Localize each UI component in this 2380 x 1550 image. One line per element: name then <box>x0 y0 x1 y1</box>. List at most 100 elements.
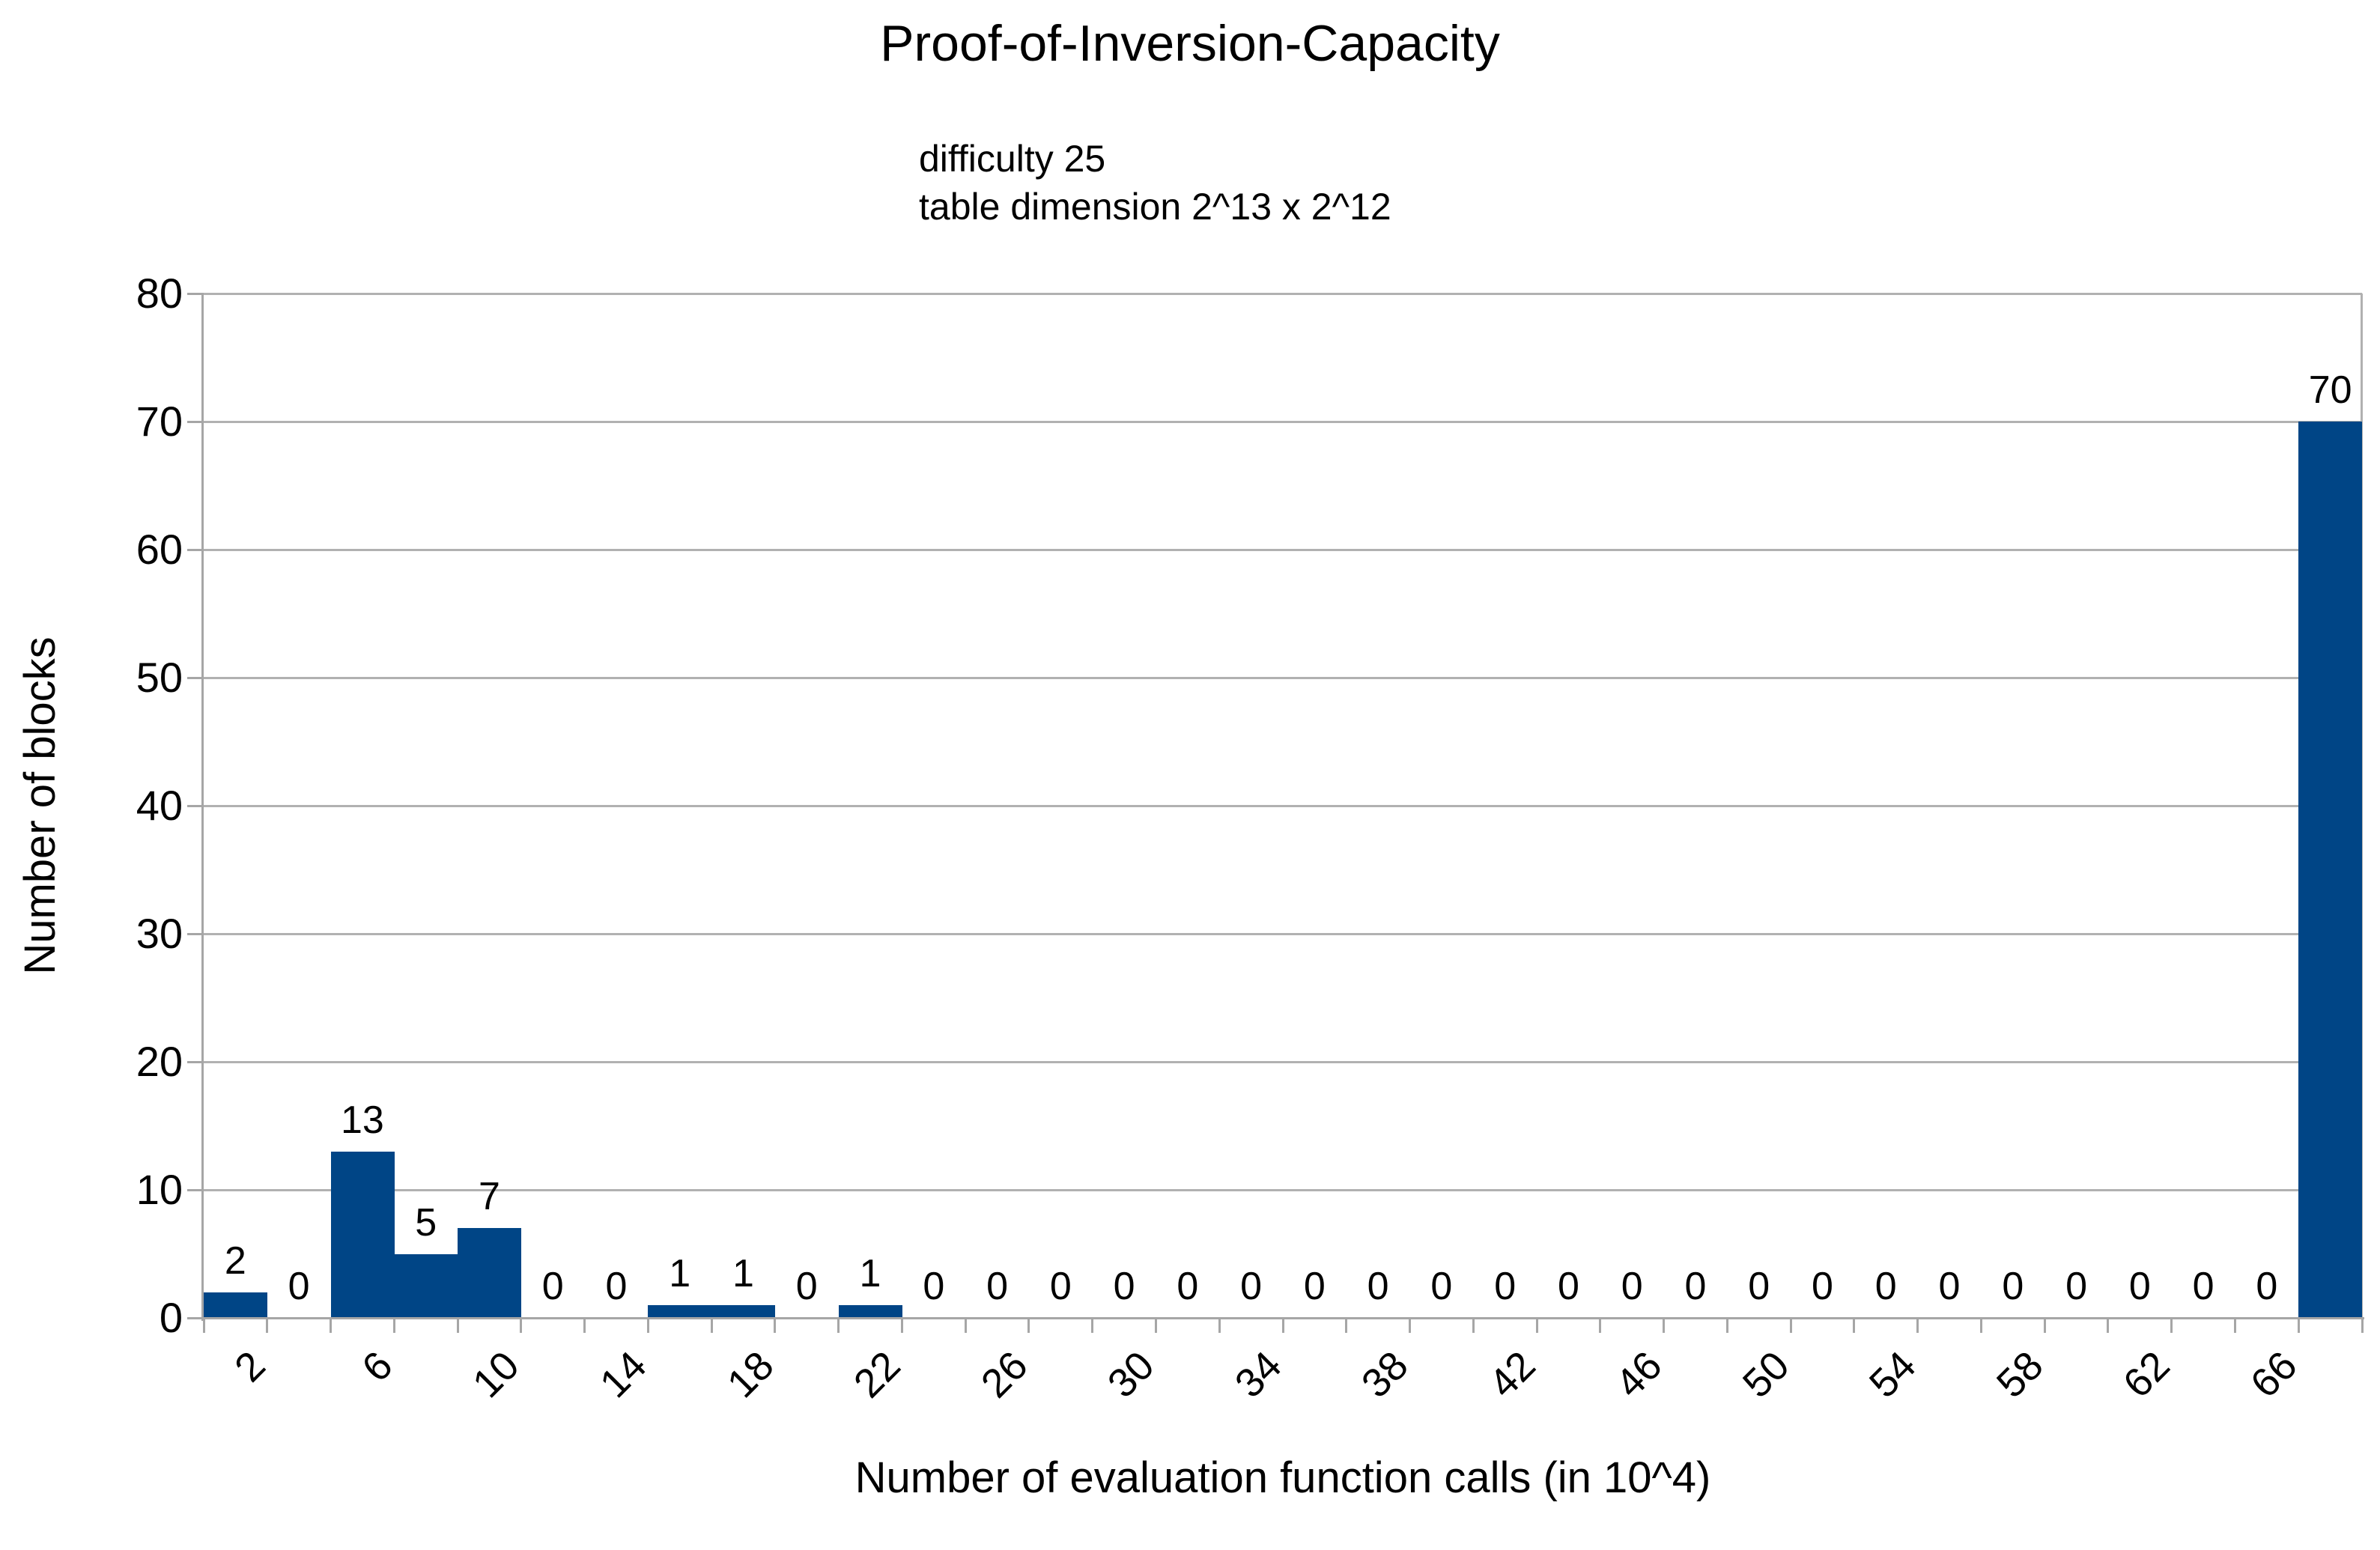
subtitle-line-1: difficulty 25 <box>919 138 1106 180</box>
x-tick-mark <box>837 1318 840 1333</box>
y-tick-label: 0 <box>159 1294 183 1341</box>
y-tick-label: 80 <box>136 270 183 317</box>
x-tick-mark <box>456 1318 459 1333</box>
x-tick-mark <box>1979 1318 1982 1333</box>
x-tick-mark <box>1725 1318 1728 1333</box>
bar-value-label: 0 <box>1113 1265 1135 1308</box>
y-tick-mark <box>187 548 204 551</box>
bar-value-label: 0 <box>2002 1265 2024 1308</box>
bar <box>2298 422 2363 1318</box>
x-tick-mark <box>1281 1318 1284 1333</box>
y-tick-mark <box>187 676 204 679</box>
bar <box>204 1292 268 1318</box>
x-tick-mark <box>964 1318 967 1333</box>
x-tick-mark <box>330 1318 333 1333</box>
y-gridline <box>204 932 2362 935</box>
bar-value-label: 0 <box>1748 1265 1770 1308</box>
chart-subtitle: difficulty 25 table dimension 2^13 x 2^1… <box>919 135 1391 231</box>
x-tick-mark <box>2107 1318 2110 1333</box>
bar-value-label: 0 <box>1684 1265 1707 1308</box>
x-tick-mark <box>520 1318 523 1333</box>
x-tick-mark <box>1789 1318 1792 1333</box>
bar-value-label: 0 <box>1367 1265 1389 1308</box>
bar-value-label: 0 <box>541 1265 564 1308</box>
x-tick-mark <box>1916 1318 1919 1333</box>
bar-value-label: 7 <box>478 1175 500 1219</box>
bar-value-label: 0 <box>605 1265 628 1308</box>
y-gridline <box>204 676 2362 679</box>
plot-area: 2 0 13 5 7 0 0 1 1 0 1 0 0 0 0 0 0 0 0 0 0 0 0 0 0 0 0 0 0 0 0 0 0 70 <box>204 292 2363 1318</box>
y-tick-mark <box>187 804 204 807</box>
y-gridline <box>204 1060 2362 1063</box>
bar-value-label: 0 <box>2065 1265 2087 1308</box>
bar-value-label: 0 <box>1303 1265 1326 1308</box>
bar-value-label: 1 <box>732 1251 754 1295</box>
y-tick-label: 30 <box>136 910 183 957</box>
y-tick-mark <box>187 1188 204 1191</box>
bar-value-label: 70 <box>2308 368 2352 412</box>
bar-value-label: 0 <box>1874 1265 1897 1308</box>
x-tick-mark <box>2043 1318 2046 1333</box>
x-tick-mark <box>1027 1318 1030 1333</box>
bar-value-label: 0 <box>1494 1265 1517 1308</box>
y-gridline <box>204 420 2362 423</box>
chart-title: Proof-of-Inversion-Capacity <box>880 15 1500 72</box>
bar <box>838 1304 902 1318</box>
bar-value-label: 1 <box>669 1251 691 1295</box>
bar-value-label: 13 <box>340 1098 384 1142</box>
bar-value-label: 0 <box>923 1265 945 1308</box>
y-gridline <box>204 804 2362 807</box>
bar-value-label: 0 <box>1812 1265 1833 1308</box>
y-tick-mark <box>187 1316 204 1319</box>
bar-value-label: 0 <box>1049 1265 1072 1308</box>
x-tick-mark <box>2297 1318 2300 1333</box>
x-tick-mark <box>2233 1318 2236 1333</box>
x-tick-mark <box>392 1318 395 1333</box>
bar-value-label: 2 <box>224 1239 246 1283</box>
bar-value-label: 0 <box>986 1265 1008 1308</box>
y-gridline <box>204 1188 2362 1191</box>
x-tick-mark <box>1218 1318 1221 1333</box>
x-tick-mark <box>774 1318 777 1333</box>
y-tick-mark <box>187 932 204 935</box>
x-tick-mark <box>1663 1318 1666 1333</box>
x-tick-mark <box>1345 1318 1348 1333</box>
x-axis-title: Number of evaluation function calls (in … <box>854 1453 1711 1502</box>
y-gridline <box>204 292 2362 295</box>
y-tick-label: 60 <box>136 526 183 573</box>
x-tick-mark <box>2170 1318 2173 1333</box>
bar-value-label: 5 <box>415 1200 437 1244</box>
x-tick-mark <box>646 1318 649 1333</box>
x-tick-mark <box>1409 1318 1412 1333</box>
bar-value-label: 0 <box>1430 1265 1453 1308</box>
bar-value-label: 0 <box>1938 1265 1961 1308</box>
x-tick-mark <box>1472 1318 1475 1333</box>
y-tick-label: 50 <box>136 654 183 701</box>
bar-value-label: 0 <box>1557 1265 1579 1308</box>
x-tick-mark <box>1853 1318 1856 1333</box>
x-tick-mark <box>1535 1318 1538 1333</box>
x-tick-mark <box>710 1318 713 1333</box>
bar-value-label: 0 <box>2192 1265 2214 1308</box>
x-tick-mark <box>900 1318 903 1333</box>
bar <box>648 1304 712 1318</box>
bar-value-label: 1 <box>859 1251 881 1295</box>
x-tick-mark <box>1091 1318 1094 1333</box>
y-tick-mark <box>187 1060 204 1063</box>
x-tick-mark <box>266 1318 269 1333</box>
x-tick-mark <box>2361 1318 2364 1333</box>
bar-value-label: 0 <box>288 1265 310 1308</box>
bar <box>458 1228 522 1318</box>
y-tick-mark <box>187 292 204 295</box>
bar <box>711 1304 776 1318</box>
bar-value-label: 0 <box>1240 1265 1263 1308</box>
bar-value-label: 0 <box>2256 1265 2278 1308</box>
y-axis-line <box>201 294 204 1321</box>
x-tick-mark <box>1154 1318 1157 1333</box>
x-tick-mark <box>1599 1318 1602 1333</box>
bar-value-label: 0 <box>795 1265 818 1308</box>
y-tick-label: 70 <box>136 398 183 445</box>
bar <box>330 1151 395 1318</box>
y-tick-label: 40 <box>136 782 183 829</box>
